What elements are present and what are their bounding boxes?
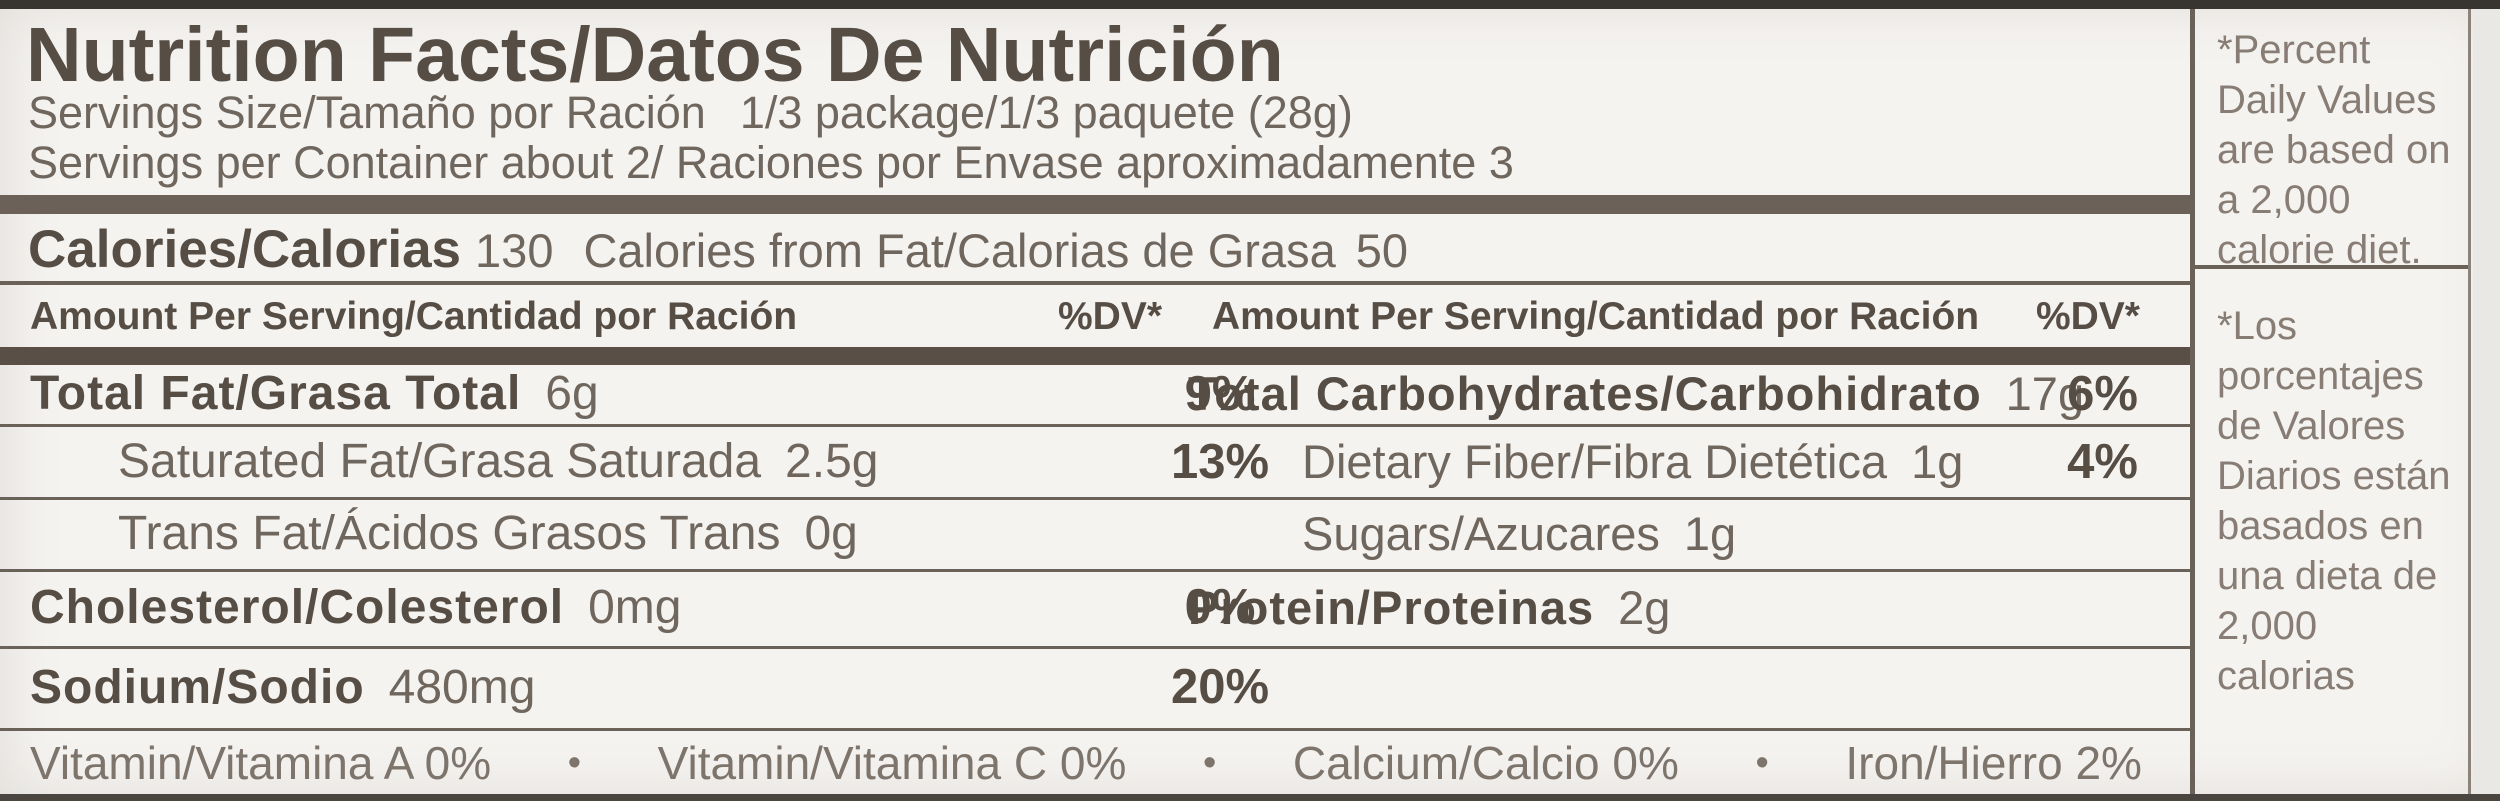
total-carbs-cell: Total Carbohydrates/Carbohidrato 17g — [1188, 365, 2084, 423]
nutrient-row-total-fat-carbs: Total Fat/Grasa Total 6g 9% Total Carbohy… — [0, 365, 2190, 423]
micronutrients-row: Vitamin/Vitamina A 0% • Vitamin/Vitamina… — [30, 732, 2142, 794]
sugars-value: 1g — [1683, 507, 1737, 560]
protein-cell: Protein/Proteinas 2g — [1188, 571, 1670, 644]
label-right-border — [2468, 9, 2471, 794]
cholesterol-label: Cholesterol/Colesterol — [30, 581, 565, 634]
total-carbs-dv: 6% — [2067, 367, 2138, 421]
saturated-fat-dv: 13% — [1170, 435, 1270, 489]
nutrient-row-cholesterol-protein: Cholesterol/Colesterol 0mg 0% Protein/Pro… — [0, 571, 2190, 644]
serving-size-label: Servings Size/Tamaño por Ración — [28, 87, 706, 138]
nutrient-row-sodium: Sodium/Sodio 480mg 20% — [0, 649, 2190, 726]
bullet-separator: • — [567, 742, 582, 784]
trans-fat-label: Trans Fat/Ácidos Grasos Trans — [118, 507, 781, 560]
total-fat-label: Total Fat/Grasa Total — [30, 367, 522, 420]
footnote-spanish: *Los porcentajes de Valores Diarios está… — [2217, 304, 2451, 698]
rule-b — [0, 497, 2190, 500]
dietary-fiber-dv: 4% — [2067, 435, 2138, 489]
sodium-dv: 20% — [1170, 660, 1270, 714]
protein-label: Protein/Proteinas — [1188, 581, 1595, 634]
dv-header-left: %DV* — [1058, 295, 1163, 338]
calories-from-fat-value: 50 — [1355, 224, 1409, 277]
label-title: Nutrition Facts/Datos De Nutrición — [26, 12, 1284, 98]
nutrient-row-satfat-fiber: Saturated Fat/Grasa Saturada 2.5g 13% Die… — [0, 429, 2190, 495]
cholesterol-value: 0mg — [588, 581, 682, 634]
rule-e — [0, 728, 2190, 731]
dietary-fiber-label: Dietary Fiber/Fibra Dietética — [1302, 435, 1888, 488]
rule-d — [0, 646, 2190, 649]
amount-per-serving-header-right: Amount Per Serving/Cantidad por Ración — [1212, 295, 1980, 338]
calcium-item: Calcium/Calcio 0% — [1292, 737, 1679, 789]
footnote-english: *Percent Daily Values are based on a 2,0… — [2217, 28, 2451, 272]
rule-a — [0, 424, 2190, 427]
main-panel: Nutrition Facts/Datos De Nutrición Servi… — [0, 9, 2190, 794]
rule-c — [0, 569, 2190, 572]
amount-per-serving-header-left: Amount Per Serving/Cantidad por Ración — [30, 295, 798, 338]
column-header-row: Amount Per Serving/Cantidad por Ración %… — [0, 289, 2190, 345]
calories-value: 130 — [475, 224, 554, 277]
cholesterol-cell: Cholesterol/Colesterol 0mg — [30, 571, 681, 644]
cholesterol-dv: 0% — [1184, 580, 1256, 634]
saturated-fat-value: 2.5g — [785, 435, 879, 488]
footnote-sidebar: *Percent Daily Values are based on a 2,0… — [2190, 9, 2500, 794]
sodium-cell: Sodium/Sodio 480mg — [30, 649, 535, 726]
nutrient-row-transfat-sugars: Trans Fat/Ácidos Grasos Trans 0g Sugars/A… — [0, 501, 2190, 567]
dv-header-right: %DV* — [2035, 295, 2140, 338]
bullet-separator: • — [1755, 742, 1769, 784]
sugars-label: Sugars/Azucares — [1302, 507, 1660, 560]
rule-under-calories — [0, 281, 2190, 285]
medium-separator-bar — [0, 347, 2190, 365]
servings-per-container-line: Servings per Container about 2/ Raciones… — [28, 137, 1514, 188]
serving-size-value: 1/3 package/1/3 paquete (28g) — [739, 87, 1353, 138]
photo-margin-right — [2473, 9, 2500, 794]
total-fat-value: 6g — [545, 367, 599, 420]
total-carbs-label: Total Carbohydrates/Carbohidrato — [1188, 367, 1982, 420]
total-carbs-value: 17g — [2005, 367, 2085, 420]
dietary-fiber-value: 1g — [1911, 435, 1964, 488]
total-fat-dv: 9% — [1184, 367, 1256, 421]
calories-from-fat-label: Calories from Fat/Calorias de Grasa — [583, 224, 1336, 277]
iron-item: Iron/Hierro 2% — [1845, 737, 2142, 789]
protein-value: 2g — [1618, 581, 1671, 634]
dietary-fiber-cell: Dietary Fiber/Fibra Dietética 1g — [1302, 429, 1963, 495]
photo-edge-top — [0, 0, 2500, 9]
calories-row: Calories/Calorias 130 Calories from Fat/… — [28, 219, 1408, 279]
calories-label: Calories/Calorias — [28, 220, 462, 279]
vitamin-c-item: Vitamin/Vitamina C 0% — [657, 737, 1127, 789]
vitamin-a-item: Vitamin/Vitamina A 0% — [30, 737, 492, 789]
thick-separator-bar — [0, 195, 2190, 214]
saturated-fat-cell: Saturated Fat/Grasa Saturada 2.5g — [118, 429, 878, 495]
footnote-divider — [2195, 265, 2471, 269]
sugars-cell: Sugars/Azucares 1g — [1302, 501, 1736, 567]
sodium-label: Sodium/Sodio — [30, 661, 365, 714]
photo-edge-bottom — [0, 794, 2500, 801]
bullet-separator: • — [1202, 742, 1217, 784]
trans-fat-cell: Trans Fat/Ácidos Grasos Trans 0g — [118, 501, 858, 567]
serving-size-line: Servings Size/Tamaño por Ración 1/3 packa… — [28, 87, 1353, 139]
saturated-fat-label: Saturated Fat/Grasa Saturada — [118, 435, 762, 488]
trans-fat-value: 0g — [804, 507, 858, 560]
total-fat-cell: Total Fat/Grasa Total 6g — [30, 365, 599, 423]
sodium-value: 480mg — [388, 661, 536, 714]
